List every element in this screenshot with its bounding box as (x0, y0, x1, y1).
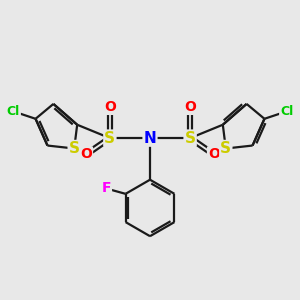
Text: S: S (104, 130, 116, 146)
Text: Cl: Cl (280, 105, 293, 118)
Text: O: O (184, 100, 196, 114)
Text: Cl: Cl (7, 105, 20, 118)
Text: S: S (184, 130, 196, 146)
Text: S: S (220, 141, 231, 156)
Text: F: F (101, 182, 111, 196)
Text: O: O (80, 148, 92, 161)
Text: N: N (144, 130, 156, 146)
Text: O: O (208, 148, 220, 161)
Text: O: O (104, 100, 116, 114)
Text: S: S (69, 141, 80, 156)
